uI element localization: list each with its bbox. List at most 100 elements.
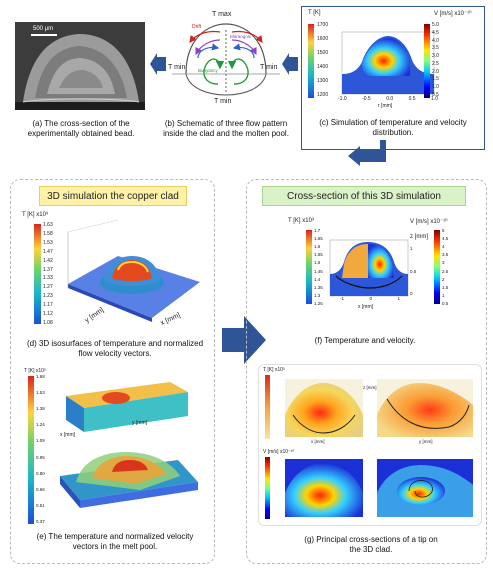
e-t-tick: 1.24 bbox=[36, 422, 45, 428]
c-v-tick: 2.5 bbox=[432, 60, 439, 67]
f-x-tick: 0 bbox=[369, 296, 372, 301]
caption-d: (d) 3D isosurfaces of temperature and no… bbox=[26, 339, 204, 358]
e-t-tick: 1.53 bbox=[36, 390, 45, 396]
f-t-tick: 1.4 bbox=[314, 276, 321, 282]
f-t-tick: 1.65 bbox=[314, 236, 323, 242]
simulation-c-plot: T [K] V [m/s] x10⁻¹⁰ 1700 1600 1500 1400… bbox=[306, 10, 482, 109]
d-3d-graphic bbox=[34, 219, 200, 324]
caption-a: (a) The cross-section of the experimenta… bbox=[27, 119, 135, 138]
e-t-tick: 1.38 bbox=[36, 406, 45, 412]
d-t-tick: 1.63 bbox=[43, 222, 53, 228]
f-t-tick: 1.6 bbox=[314, 244, 321, 250]
scale-bar bbox=[31, 34, 57, 36]
c-t-tick: 1600 bbox=[317, 36, 329, 42]
g-y-label: y [mm] bbox=[419, 439, 433, 444]
f-z-tick: 0.5 bbox=[410, 268, 417, 274]
c-v-tick: 1.0 bbox=[432, 84, 439, 91]
c-v-tick: 5.0 bbox=[432, 22, 439, 28]
e-t-tick: 0.51 bbox=[36, 502, 45, 508]
plot-f: T [K] x10³ V [m/s] x10⁻¹⁰ 1.7 1.65 1.6 1… bbox=[286, 218, 472, 312]
c-t-ticks: 1700 1600 1500 1400 1300 1200 bbox=[317, 22, 339, 98]
right-panel-title: Cross-section of this 3D simulation bbox=[262, 186, 466, 206]
sem-bead-image bbox=[15, 22, 145, 110]
c-x-tick: -1.0 bbox=[338, 96, 347, 102]
f-t-tick: 1.5 bbox=[314, 260, 321, 266]
f-v-label: V [m/s] x10⁻¹⁰ bbox=[410, 219, 448, 225]
d-t-tick: 1.08 bbox=[43, 319, 53, 326]
c-x-tick: 1.0 bbox=[431, 96, 438, 102]
f-v-ticks: 5 4.5 4 3.5 3 2.5 2 1.5 1 0.5 bbox=[442, 228, 456, 306]
d-t-tick: 1.17 bbox=[43, 302, 53, 309]
c-xlabel: r [mm] bbox=[378, 103, 393, 109]
e-t-tick: 0.66 bbox=[36, 486, 45, 492]
f-z-ticks: 1 0.5 0 bbox=[410, 246, 420, 296]
d-t-tick: 1.42 bbox=[43, 257, 53, 264]
f-v-tick: 1 bbox=[442, 292, 445, 298]
c-v-tick: 1.5 bbox=[432, 76, 439, 83]
d-t-tick: 1.33 bbox=[43, 275, 53, 282]
f-z-tick: 1 bbox=[410, 246, 413, 251]
f-t-ticks: 1.7 1.65 1.6 1.55 1.5 1.45 1.4 1.35 1.3 … bbox=[314, 228, 332, 306]
arrow-to-b bbox=[282, 53, 300, 80]
plot-g: T [K] x10³ V [m/s] x10⁻¹⁰ z [mm] x [mm] … bbox=[258, 364, 482, 526]
c-t-tick: 1400 bbox=[317, 64, 329, 70]
e-x-label: x [mm] bbox=[60, 432, 75, 438]
e-t-tick: 1.68 bbox=[36, 374, 45, 379]
f-x-ticks: -1 0 1 bbox=[340, 296, 400, 301]
d-t-tick: 1.47 bbox=[43, 248, 53, 255]
arrow-left-to-right bbox=[222, 316, 266, 369]
arrow-c-to-panels bbox=[346, 140, 386, 175]
caption-b: (b) Schematic of three flow pattern insi… bbox=[163, 119, 289, 138]
sem-image-panel: 500 μm bbox=[15, 22, 145, 110]
c-x-tick: 0.0 bbox=[386, 96, 394, 102]
caption-g: (g) Principal cross-sections of a tip on… bbox=[304, 535, 438, 554]
e-t-tick: 0.80 bbox=[36, 470, 45, 476]
c-v-tick: 3.5 bbox=[432, 45, 439, 52]
f-t-tick: 1.3 bbox=[314, 292, 321, 298]
d-t-tick: 1.27 bbox=[43, 284, 53, 291]
f-x-tick: -1 bbox=[340, 296, 345, 301]
f-z-tick: 0 bbox=[410, 291, 413, 296]
d-t-tick: 1.12 bbox=[43, 311, 53, 318]
d-t-ticks: 1.63 1.58 1.53 1.47 1.42 1.37 1.33 1.27 … bbox=[43, 222, 65, 326]
f-t-label: T [K] x10³ bbox=[288, 218, 314, 224]
f-x-tick: 1 bbox=[397, 296, 400, 301]
f-t-tick: 1.35 bbox=[314, 284, 323, 290]
label-marangoni: Marangoni bbox=[230, 34, 252, 39]
e-t-tick: 0.95 bbox=[36, 454, 45, 460]
c-x-tick: -0.5 bbox=[362, 96, 371, 102]
plot-d: T [K] x10³ 1.63 1.58 1.53 1.47 1.42 1.37… bbox=[20, 212, 208, 334]
f-t-tick: 1.55 bbox=[314, 252, 323, 258]
right-panel bbox=[246, 179, 487, 564]
d-t-tick: 1.37 bbox=[43, 266, 53, 273]
f-v-tick: 0.5 bbox=[442, 300, 449, 306]
g-t-label: T [K] x10³ bbox=[263, 367, 285, 373]
caption-f: (f) Temperature and velocity. bbox=[314, 336, 416, 345]
label-drift: Drift bbox=[192, 24, 202, 30]
label-tmin-right: T min bbox=[260, 64, 278, 71]
left-panel bbox=[10, 179, 215, 564]
e-3d-graphic bbox=[28, 376, 198, 524]
plot-e: T [K] x10³ 1.68 1.53 1.38 1.24 1.09 0.95… bbox=[20, 368, 208, 528]
c-t-label: T [K] bbox=[308, 10, 321, 16]
label-buoyancy: Buoyancy bbox=[198, 68, 218, 73]
g-z-label: z [mm] bbox=[363, 385, 377, 390]
f-z-label: z [mm] bbox=[410, 234, 428, 240]
c-x-tick: 0.5 bbox=[408, 96, 416, 102]
c-v-tick: 4.5 bbox=[432, 29, 439, 36]
flow-schematic: T max T min T min T min Drift Marangoni … bbox=[168, 10, 284, 114]
f-v-tick: 5 bbox=[442, 228, 445, 233]
label-tmin-bottom: T min bbox=[214, 98, 232, 105]
f-v-tick: 2 bbox=[442, 276, 445, 282]
c-v-tick: 0.5 bbox=[432, 91, 439, 98]
c-t-tick: 1700 bbox=[317, 22, 329, 28]
c-x-ticks: -1.0 -0.5 0.0 0.5 1.0 bbox=[338, 96, 438, 102]
c-v-tick: 3.0 bbox=[432, 53, 439, 60]
f-t-tick: 1.7 bbox=[314, 228, 321, 233]
f-t-tick: 1.45 bbox=[314, 268, 323, 274]
d-t-tick: 1.58 bbox=[43, 230, 53, 237]
c-t-tick: 1500 bbox=[317, 50, 329, 56]
f-v-tick: 1.5 bbox=[442, 284, 449, 290]
f-v-tick: 4 bbox=[442, 244, 445, 250]
c-v-tick: 4.0 bbox=[432, 37, 439, 44]
